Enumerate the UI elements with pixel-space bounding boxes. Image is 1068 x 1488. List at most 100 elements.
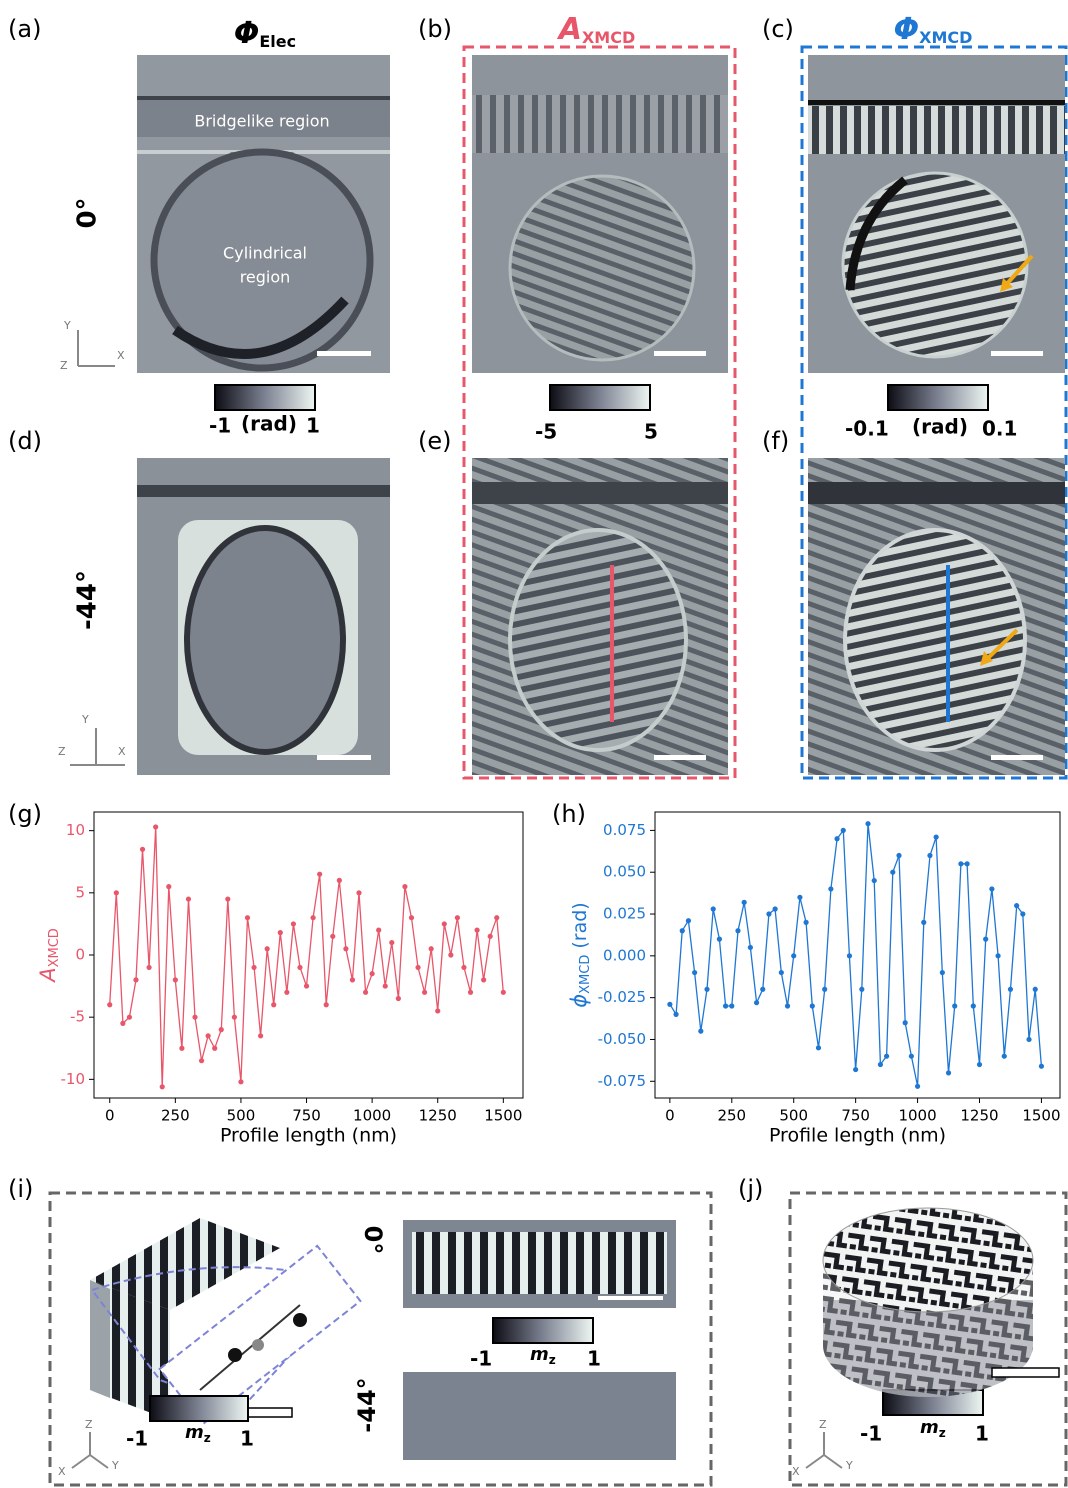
data-point xyxy=(107,1002,113,1008)
colorbar-tick: -1 xyxy=(209,414,231,438)
colorbar-unit: mz xyxy=(185,1422,211,1445)
triad-label: X xyxy=(792,1465,800,1478)
y-tick-label: 10 xyxy=(66,821,85,839)
y-tick-label: -10 xyxy=(61,1070,86,1088)
region-label: Bridgelike region xyxy=(194,112,329,131)
image-a xyxy=(137,55,390,373)
region-label: region xyxy=(240,268,291,287)
x-tick-label: 0 xyxy=(665,1107,675,1125)
data-point xyxy=(865,821,871,827)
column-header: ΦElec xyxy=(234,16,296,51)
header-symbol: A xyxy=(557,12,582,47)
unit-symbol: m xyxy=(530,1344,549,1365)
data-point xyxy=(692,969,698,976)
sim-image xyxy=(403,1372,676,1460)
data-point xyxy=(264,946,270,952)
data-point xyxy=(815,1045,822,1051)
unit-symbol: m xyxy=(185,1422,204,1443)
simulation-block xyxy=(90,1218,362,1426)
data-point xyxy=(784,1003,791,1009)
triad-label: Z xyxy=(60,359,68,372)
simulation-cylinder xyxy=(822,1207,1060,1397)
x-tick-label: 750 xyxy=(841,1107,870,1125)
data-point xyxy=(797,894,803,900)
y-tick-label: 0.075 xyxy=(603,821,646,839)
header-sub: XMCD xyxy=(582,28,635,47)
image-e xyxy=(472,458,728,775)
triad-label: Y xyxy=(63,319,71,332)
data-point xyxy=(487,933,493,939)
scale-bar xyxy=(598,1296,663,1300)
data-point xyxy=(303,983,310,989)
data-point xyxy=(481,977,487,983)
data-point xyxy=(428,946,434,952)
data-point xyxy=(133,977,139,983)
data-point xyxy=(1038,1063,1045,1069)
data-point xyxy=(970,1003,976,1009)
data-point xyxy=(251,964,257,971)
data-point xyxy=(722,1003,729,1009)
data-point xyxy=(735,928,741,934)
data-point xyxy=(933,834,939,840)
data-point xyxy=(382,983,388,989)
panel-label: (c) xyxy=(762,15,794,43)
y-tick-label: 0.000 xyxy=(603,946,646,964)
image-c xyxy=(808,55,1065,373)
colorbar-tick: -5 xyxy=(535,420,557,444)
colorbar xyxy=(214,384,989,411)
data-point xyxy=(914,1083,921,1089)
y-tick-label: -5 xyxy=(70,1008,85,1026)
y-tick-label: -0.075 xyxy=(598,1072,646,1090)
y-axis-label: AXMCD xyxy=(36,928,62,984)
data-point xyxy=(890,869,896,875)
angle-label: 0° xyxy=(359,1226,387,1255)
x-tick-label: 1500 xyxy=(1022,1107,1060,1125)
x-tick-label: 1500 xyxy=(484,1107,522,1125)
x-axis-label: Profile length (nm) xyxy=(769,1125,946,1147)
data-point xyxy=(474,927,480,933)
data-point xyxy=(958,861,964,867)
region-label: Cylindrical xyxy=(223,244,307,263)
colorbar-tick: -1 xyxy=(470,1347,492,1371)
x-tick-label: 1250 xyxy=(960,1107,998,1125)
data-point xyxy=(349,977,356,983)
colorbar-tick: 1 xyxy=(240,1427,254,1451)
y-tick-label: 5 xyxy=(75,883,85,901)
data-point xyxy=(846,953,853,959)
data-point xyxy=(685,918,692,924)
data-point xyxy=(995,953,1001,959)
unit-sub: z xyxy=(204,1431,211,1445)
triad-label: Y xyxy=(845,1459,853,1472)
data-point xyxy=(908,1053,914,1059)
image-f xyxy=(808,458,1065,775)
y-tick-label: 0 xyxy=(75,946,85,964)
y-label-sub: XMCD xyxy=(47,928,62,967)
data-point xyxy=(859,986,865,992)
frame xyxy=(788,1191,1068,1487)
triad-label: Z xyxy=(85,1418,93,1431)
data-point xyxy=(435,1008,441,1014)
panel-label: (i) xyxy=(8,1175,33,1203)
data-point xyxy=(494,915,500,921)
data-point xyxy=(461,964,467,971)
panel-label: (h) xyxy=(552,800,586,828)
y-label-symbol: A xyxy=(36,967,60,983)
data-point xyxy=(772,906,778,912)
data-point xyxy=(395,995,401,1002)
data-point xyxy=(126,1014,133,1020)
data-point xyxy=(1026,1036,1032,1043)
data-point xyxy=(225,896,231,902)
data-point xyxy=(192,1014,198,1020)
data-point xyxy=(323,1002,329,1008)
x-tick-label: 1250 xyxy=(419,1107,457,1125)
data-point xyxy=(113,890,119,896)
unit-sub: z xyxy=(549,1353,556,1367)
colorbar-unit: (rad) xyxy=(912,415,968,439)
triad-label: X xyxy=(117,349,125,362)
y-axis-label: ϕXMCD (rad) xyxy=(567,902,593,1007)
data-point xyxy=(336,877,342,883)
triad-label: X xyxy=(58,1465,66,1478)
triad-label: Y xyxy=(81,713,89,726)
data-point xyxy=(679,928,685,934)
